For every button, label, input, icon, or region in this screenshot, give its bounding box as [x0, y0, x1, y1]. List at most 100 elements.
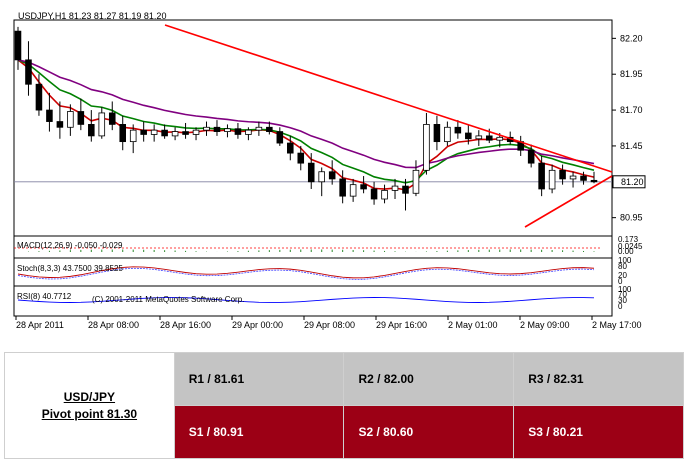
rsi-level: 0: [618, 302, 623, 311]
candle-body: [46, 109, 53, 122]
candle-body: [14, 30, 22, 61]
candle-body: [485, 135, 493, 141]
x-axis-ticks: 28 Apr 2011 28 Apr 08:00 28 Apr 16:00 29 Ap…: [15, 316, 642, 330]
current-price-box: [612, 175, 646, 189]
pivot-table: USD/JPY Pivot point 81.30 R1 / 81.61 R2 …: [4, 352, 684, 459]
candle-body: [119, 124, 127, 143]
candle-body: [318, 171, 325, 183]
candle-body: [569, 175, 577, 180]
candle-body: [412, 169, 420, 194]
r1-cell: R1 / 81.61: [173, 352, 345, 406]
stoch-main-line: [17, 266, 595, 279]
current-price-label: 81.20: [621, 177, 644, 187]
rsi-level: 30: [618, 296, 627, 305]
candle-body: [88, 124, 95, 137]
chart-title: USDJPY,H1 81.23 81.27 81.19 81.20: [18, 11, 166, 21]
stoch-level: 20: [618, 271, 627, 280]
candle-body: [171, 131, 179, 137]
rsi-level: 70: [618, 290, 627, 299]
lower-trendline: [524, 175, 613, 228]
candle-body: [245, 129, 252, 135]
candle-body: [370, 188, 378, 200]
candle-body: [25, 59, 32, 85]
x-tick-label: 29 Apr 00:00: [232, 320, 283, 330]
x-tick-label: 2 May 09:00: [520, 320, 570, 330]
y-tick-label: 82.20: [620, 33, 643, 43]
x-tick-label: 28 Apr 2011: [16, 320, 64, 330]
pair-cell: USD/JPY Pivot point 81.30: [4, 352, 175, 459]
candle-body: [559, 169, 566, 180]
macd-level: 0.00: [618, 247, 634, 256]
candle-body: [98, 112, 106, 137]
candle-body: [548, 169, 556, 190]
macd-label: MACD(12,26,9) -0.050 -0.029: [17, 241, 123, 250]
candle-body: [360, 184, 367, 190]
candle-body: [349, 184, 357, 197]
candle-body: [140, 129, 147, 135]
candle-body: [454, 126, 462, 134]
candle-body: [192, 129, 200, 135]
stoch-level: 100: [618, 256, 632, 265]
stoch-label: Stoch(8,3,3) 43.7500 39.8525: [17, 264, 123, 273]
pair-link[interactable]: USD/JPY: [63, 389, 116, 404]
candle-body: [580, 175, 587, 181]
candle-body: [129, 129, 137, 143]
rsi-line: [17, 297, 595, 303]
y-tick-label: 81.45: [620, 141, 643, 151]
candle-body: [590, 179, 598, 183]
resistance-row: USD/JPY Pivot point 81.30 R1 / 81.61 R2 …: [4, 352, 684, 459]
stoch-level: 80: [618, 262, 627, 271]
candle-body: [67, 111, 74, 128]
candle-body: [496, 136, 504, 141]
candle-body: [234, 128, 242, 135]
macd-level: 0.0245: [618, 242, 643, 251]
candle-body: [161, 129, 168, 137]
candle-body: [224, 128, 231, 132]
candle-body: [255, 126, 263, 131]
stoch-signal-line: [17, 267, 595, 280]
candle-body: [538, 162, 545, 190]
pivot-point-link[interactable]: Pivot point 81.30: [41, 406, 138, 421]
candle-body: [213, 126, 221, 132]
candle-body: [297, 152, 305, 164]
candle-body: [182, 131, 189, 135]
stoch-level: 0: [618, 277, 623, 286]
upper-trendline: [164, 24, 613, 173]
candle-body: [35, 83, 43, 111]
candle-body: [391, 185, 399, 191]
y-tick-label: 80.95: [620, 213, 643, 223]
candle-body: [276, 131, 284, 144]
candle-body: [150, 129, 158, 135]
rsi-label: RSI(8) 40.7712: [17, 292, 72, 301]
candle-body: [465, 132, 472, 140]
candle-body: [444, 126, 451, 143]
x-tick-label: 29 Apr 08:00: [304, 320, 355, 330]
y-tick-label: 81.70: [620, 105, 643, 115]
support-row: S1 / 80.91 S2 / 80.60 S3 / 80.21: [5, 405, 684, 459]
candle-body: [475, 135, 483, 140]
candle-body: [266, 126, 273, 132]
candle-body: [381, 189, 388, 200]
x-tick-label: 2 May 17:00: [592, 320, 642, 330]
x-tick-label: 28 Apr 16:00: [160, 320, 211, 330]
s1-cell: S1 / 80.91: [173, 405, 345, 459]
x-tick-label: 29 Apr 16:00: [376, 320, 427, 330]
candle-body: [56, 121, 64, 128]
r3-cell: R3 / 82.31: [513, 352, 684, 406]
candle-body: [287, 142, 294, 154]
x-tick-label: 28 Apr 08:00: [88, 320, 139, 330]
trendlines: [164, 24, 613, 228]
x-tick-label: 2 May 01:00: [448, 320, 498, 330]
candle-body: [203, 126, 210, 131]
candle-body: [402, 185, 409, 194]
candle-body: [108, 112, 116, 125]
candles: [14, 26, 598, 211]
ma-mid-line: [17, 59, 595, 184]
s2-cell: S2 / 80.60: [343, 405, 515, 459]
y-tick-label: 81.95: [620, 69, 643, 79]
candle-body: [433, 124, 441, 143]
candle-body: [527, 149, 535, 164]
